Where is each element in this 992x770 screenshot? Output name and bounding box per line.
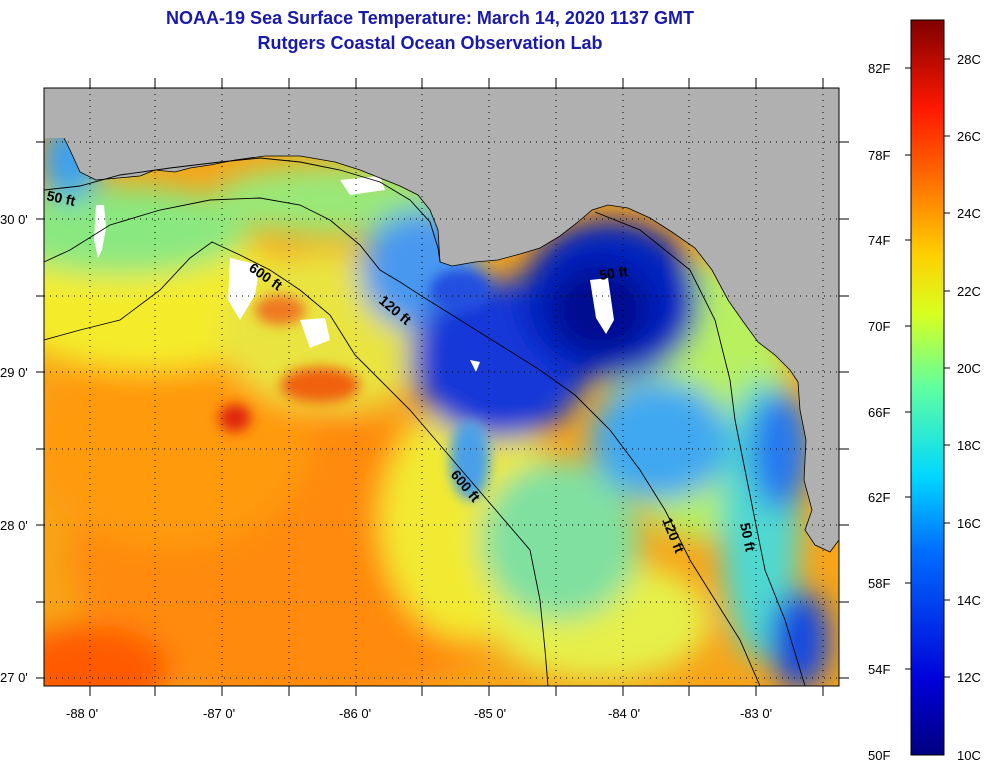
colorbar-f-50: 50F xyxy=(868,748,890,763)
chart-title: NOAA-19 Sea Surface Temperature: March 1… xyxy=(166,8,694,28)
colorbar-f-58: 58F xyxy=(868,576,890,591)
map-frame xyxy=(43,87,840,687)
contour-120ft-west xyxy=(44,197,421,296)
colorbar-c-26: 26C xyxy=(957,129,981,144)
lon-label-85: -85 0' xyxy=(474,706,506,721)
colorbar-c-22: 22C xyxy=(957,284,981,299)
colorbar-f-82: 82F xyxy=(868,61,890,76)
lon-label-87: -87 0' xyxy=(203,706,235,721)
contour-label-50ft-east: 50 ft xyxy=(737,521,759,553)
contour-label-50ft-west: 50 ft xyxy=(45,187,77,209)
lon-label-84: -84 0' xyxy=(608,706,640,721)
sst-warm-patches xyxy=(219,270,490,500)
colorbar-c-28: 28C xyxy=(957,52,981,67)
lat-label-29: 29 0' xyxy=(0,365,28,380)
bathymetry-contours xyxy=(44,157,806,686)
contour-600ft xyxy=(44,241,549,686)
colorbar-c-18: 18C xyxy=(957,438,981,453)
colorbar-ticks xyxy=(905,58,950,678)
colorbar-f-62: 62F xyxy=(868,490,890,505)
colorbar-c-12: 12C xyxy=(957,670,981,685)
colorbar-c-16: 16C xyxy=(957,516,981,531)
contour-50ft-east xyxy=(594,211,806,686)
contour-label-50ft-bay: 50 ft xyxy=(598,263,629,283)
map-plot-area: 50 ft 600 ft 120 ft 50 ft 600 ft 120 ft … xyxy=(44,88,839,686)
lat-label-27: 27 0' xyxy=(0,670,28,685)
contour-50ft-west xyxy=(44,157,441,263)
colorbar-f-70: 70F xyxy=(868,319,890,334)
axis-ticks xyxy=(36,78,849,696)
colorbar-f-66: 66F xyxy=(868,405,890,420)
colorbar-f-78: 78F xyxy=(868,148,890,163)
colorbar xyxy=(910,19,945,756)
lon-label-83: -83 0' xyxy=(740,706,772,721)
lon-label-88: -88 0' xyxy=(66,706,98,721)
colorbar-c-10: 10C xyxy=(957,748,981,763)
chart-subtitle: Rutgers Coastal Ocean Observation Lab xyxy=(257,33,603,53)
lat-label-30: 30 0' xyxy=(0,212,28,227)
lat-lon-grid xyxy=(44,88,839,686)
colorbar-c-24: 24C xyxy=(957,206,981,221)
land-northwest-corner xyxy=(44,88,84,138)
lon-label-86: -86 0' xyxy=(339,706,371,721)
colorbar-f-54: 54F xyxy=(868,662,890,677)
lat-label-28: 28 0' xyxy=(0,518,28,533)
colorbar-c-14: 14C xyxy=(957,593,981,608)
colorbar-c-20: 20C xyxy=(957,361,981,376)
contour-120ft-east xyxy=(419,294,761,686)
colorbar-f-74: 74F xyxy=(868,233,890,248)
land-mass xyxy=(44,88,839,553)
